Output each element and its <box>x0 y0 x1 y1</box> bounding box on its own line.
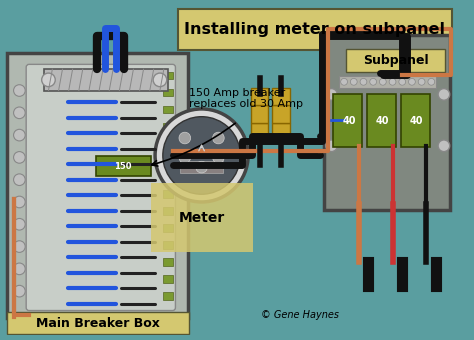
Circle shape <box>42 73 55 87</box>
Circle shape <box>350 79 357 85</box>
Bar <box>163 241 173 249</box>
Bar <box>163 173 173 181</box>
Text: 40: 40 <box>342 116 356 125</box>
Circle shape <box>438 89 450 100</box>
Circle shape <box>409 79 415 85</box>
FancyBboxPatch shape <box>273 122 290 140</box>
FancyBboxPatch shape <box>96 156 151 176</box>
FancyBboxPatch shape <box>251 88 268 105</box>
Circle shape <box>438 140 450 152</box>
Bar <box>163 156 173 164</box>
Bar <box>44 69 168 90</box>
Circle shape <box>14 219 25 230</box>
Circle shape <box>14 152 25 163</box>
FancyBboxPatch shape <box>324 35 450 210</box>
Bar <box>163 292 173 300</box>
Bar <box>163 122 173 130</box>
Bar <box>339 76 436 88</box>
Circle shape <box>14 85 25 96</box>
FancyBboxPatch shape <box>7 53 188 318</box>
Bar <box>163 207 173 215</box>
FancyBboxPatch shape <box>251 105 268 122</box>
Text: 40: 40 <box>376 116 390 125</box>
FancyBboxPatch shape <box>7 312 189 334</box>
Text: Main Breaker Box: Main Breaker Box <box>36 317 160 330</box>
Bar <box>163 72 173 79</box>
FancyBboxPatch shape <box>178 9 452 50</box>
Bar <box>163 258 173 266</box>
Bar <box>163 105 173 113</box>
Text: Subpanel: Subpanel <box>363 54 428 67</box>
Circle shape <box>428 79 435 85</box>
FancyBboxPatch shape <box>367 95 396 147</box>
Circle shape <box>196 161 208 173</box>
Circle shape <box>179 132 191 144</box>
Text: Meter: Meter <box>179 211 225 225</box>
FancyBboxPatch shape <box>251 122 268 140</box>
Text: 150 Amp breaker
replaces old 30 Amp: 150 Amp breaker replaces old 30 Amp <box>189 88 303 109</box>
FancyBboxPatch shape <box>401 95 430 147</box>
Circle shape <box>14 263 25 275</box>
Circle shape <box>326 140 337 152</box>
FancyBboxPatch shape <box>346 49 445 72</box>
Circle shape <box>14 285 25 297</box>
Text: 150: 150 <box>114 162 132 171</box>
Circle shape <box>212 132 224 144</box>
FancyBboxPatch shape <box>333 95 363 147</box>
Circle shape <box>360 79 367 85</box>
Circle shape <box>14 129 25 141</box>
Text: © Gene Haynes: © Gene Haynes <box>262 310 339 320</box>
Bar <box>163 89 173 96</box>
Circle shape <box>153 73 167 87</box>
Bar <box>163 224 173 232</box>
Circle shape <box>163 117 240 194</box>
Circle shape <box>14 107 25 119</box>
Circle shape <box>326 89 337 100</box>
Bar <box>163 275 173 283</box>
Circle shape <box>399 79 406 85</box>
Bar <box>180 161 223 173</box>
Bar <box>163 139 173 147</box>
Text: 40: 40 <box>410 116 423 125</box>
Circle shape <box>14 174 25 186</box>
Circle shape <box>212 152 224 163</box>
Circle shape <box>418 79 425 85</box>
Bar <box>163 190 173 198</box>
Circle shape <box>155 109 248 202</box>
Text: Installing meter on subpanel: Installing meter on subpanel <box>184 22 446 37</box>
Circle shape <box>380 79 386 85</box>
Circle shape <box>341 79 347 85</box>
FancyBboxPatch shape <box>273 105 290 122</box>
Circle shape <box>14 241 25 252</box>
FancyBboxPatch shape <box>273 88 290 105</box>
Circle shape <box>370 79 376 85</box>
Circle shape <box>389 79 396 85</box>
FancyBboxPatch shape <box>26 64 175 310</box>
Circle shape <box>14 196 25 208</box>
Circle shape <box>179 152 191 163</box>
